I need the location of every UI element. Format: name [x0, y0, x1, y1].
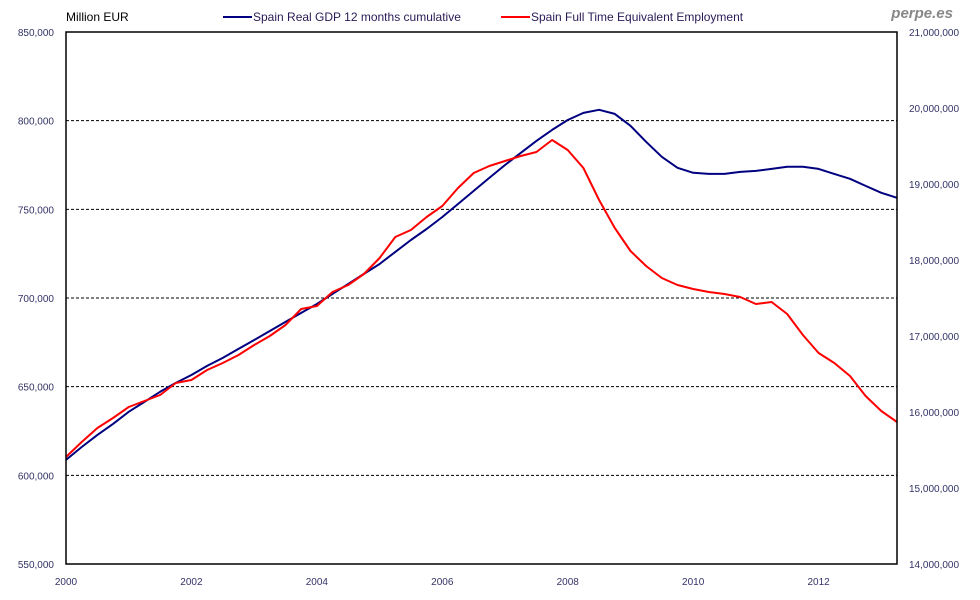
left-tick-label: 700,000: [18, 294, 55, 305]
left-tick-label: 550,000: [18, 560, 55, 571]
right-tick-label: 14,000,000: [909, 560, 959, 571]
right-tick-label: 20,000,000: [909, 104, 959, 115]
left-tick-label: 850,000: [18, 28, 55, 39]
left-axis-unit-label: Million EUR: [66, 10, 129, 24]
x-tick-label: 2004: [306, 577, 329, 588]
right-tick-label: 21,000,000: [909, 28, 959, 39]
left-tick-label: 800,000: [18, 117, 55, 128]
left-tick-label: 650,000: [18, 383, 55, 394]
x-tick-label: 2000: [55, 577, 78, 588]
gridlines: [66, 120, 897, 476]
x-tick-label: 2008: [557, 577, 580, 588]
x-tick-label: 2012: [807, 577, 830, 588]
x-axis-ticks: 2000 2002 2004 2006 2008 2010 2012: [55, 577, 830, 588]
right-tick-label: 18,000,000: [909, 256, 959, 267]
right-tick-label: 19,000,000: [909, 180, 959, 191]
right-tick-label: 15,000,000: [909, 484, 959, 495]
series-line-gdp: [65, 108, 898, 461]
plot-frame: [65, 31, 898, 565]
left-axis-ticks: 550,000 600,000 650,000 700,000 750,000 800,0…: [18, 28, 55, 571]
right-tick-label: 17,000,000: [909, 332, 959, 343]
series-line-employment: [65, 139, 898, 458]
legend-label-employment: Spain Full Time Equivalent Employment: [531, 10, 744, 24]
x-tick-label: 2010: [682, 577, 705, 588]
brand-watermark: perpe.es: [890, 5, 953, 22]
right-axis-ticks: 14,000,000 15,000,000 16,000,000 17,000,000…: [909, 28, 959, 571]
series-lines: [65, 108, 898, 461]
legend-label-gdp: Spain Real GDP 12 months cumulative: [253, 10, 461, 24]
legend: Spain Real GDP 12 months cumulative Spai…: [223, 10, 744, 24]
x-tick-label: 2006: [431, 577, 454, 588]
left-tick-label: 600,000: [18, 471, 55, 482]
left-tick-label: 750,000: [18, 205, 55, 216]
x-tick-label: 2002: [180, 577, 203, 588]
right-tick-label: 16,000,000: [909, 408, 959, 419]
